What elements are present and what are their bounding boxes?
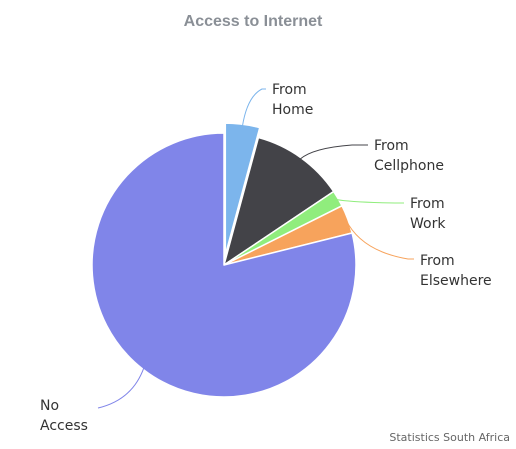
label-connector: [299, 144, 368, 160]
slice-label: From Cellphone: [374, 138, 444, 174]
label-connector: [241, 88, 266, 127]
slice-label-line: From: [272, 82, 307, 98]
slice-label-line: No: [40, 398, 59, 414]
slice-label-line: Work: [410, 216, 446, 232]
slice-label-line: From: [420, 253, 455, 269]
pie-slice-from-cellphone[interactable]: [223, 136, 335, 266]
slice-label-line: From: [410, 196, 445, 212]
slice-labels: From Home From Cellphone From Work From Elsewhe…: [40, 82, 492, 434]
slice-label-line: From: [374, 138, 409, 154]
slice-label-line: Access: [40, 418, 88, 434]
slice-label-line: Cellphone: [374, 158, 444, 174]
slice-label: From Work: [410, 196, 446, 232]
label-connector: [97, 367, 145, 409]
label-connectors: [97, 88, 414, 409]
pie-slice-no-access[interactable]: [91, 132, 357, 398]
chart-credit[interactable]: Statistics South Africa: [389, 431, 510, 444]
label-connector: [345, 219, 414, 260]
label-connector: [336, 199, 404, 204]
slice-label-line: Elsewhere: [420, 273, 492, 289]
slice-label-line: Home: [272, 102, 313, 118]
slice-label: No Access: [40, 398, 88, 434]
chart-title: Access to Internet: [184, 13, 323, 30]
slice-label: From Home: [272, 82, 313, 118]
pie-slices: [91, 122, 357, 398]
slice-label: From Elsewhere: [420, 253, 492, 289]
